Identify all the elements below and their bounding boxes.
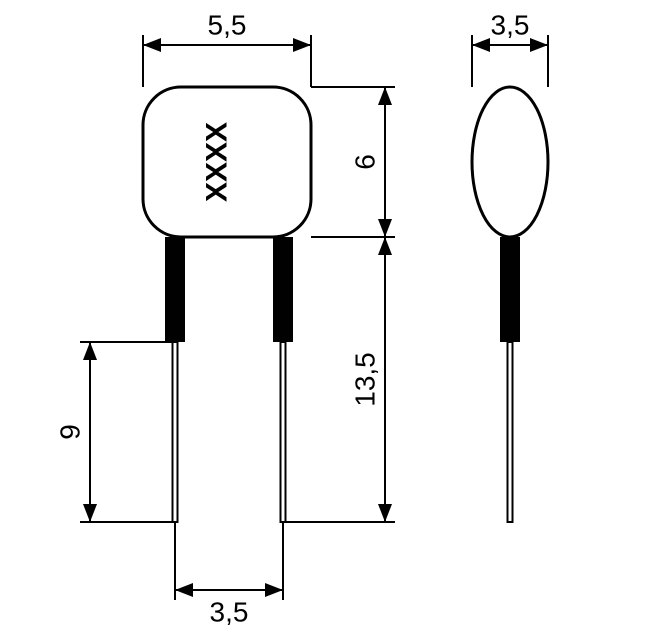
front-lead-left-thick [165, 237, 185, 342]
dim-body-height: 6 [349, 154, 380, 170]
dim-lead-total: 13,5 [349, 352, 380, 407]
front-lead-left-thin [173, 342, 178, 522]
front-lead-right-thin [281, 342, 286, 522]
dim-side-width: 3,5 [491, 9, 530, 40]
marking-text: XXXX [201, 122, 234, 202]
side-body [472, 87, 548, 237]
dim-body-width: 5,5 [208, 9, 247, 40]
side-lead-thick [500, 237, 520, 342]
dim-lead-thin: 9 [54, 424, 85, 440]
side-lead-thin [508, 342, 513, 522]
dim-lead-pitch: 3,5 [210, 596, 249, 627]
front-lead-right-thick [273, 237, 293, 342]
